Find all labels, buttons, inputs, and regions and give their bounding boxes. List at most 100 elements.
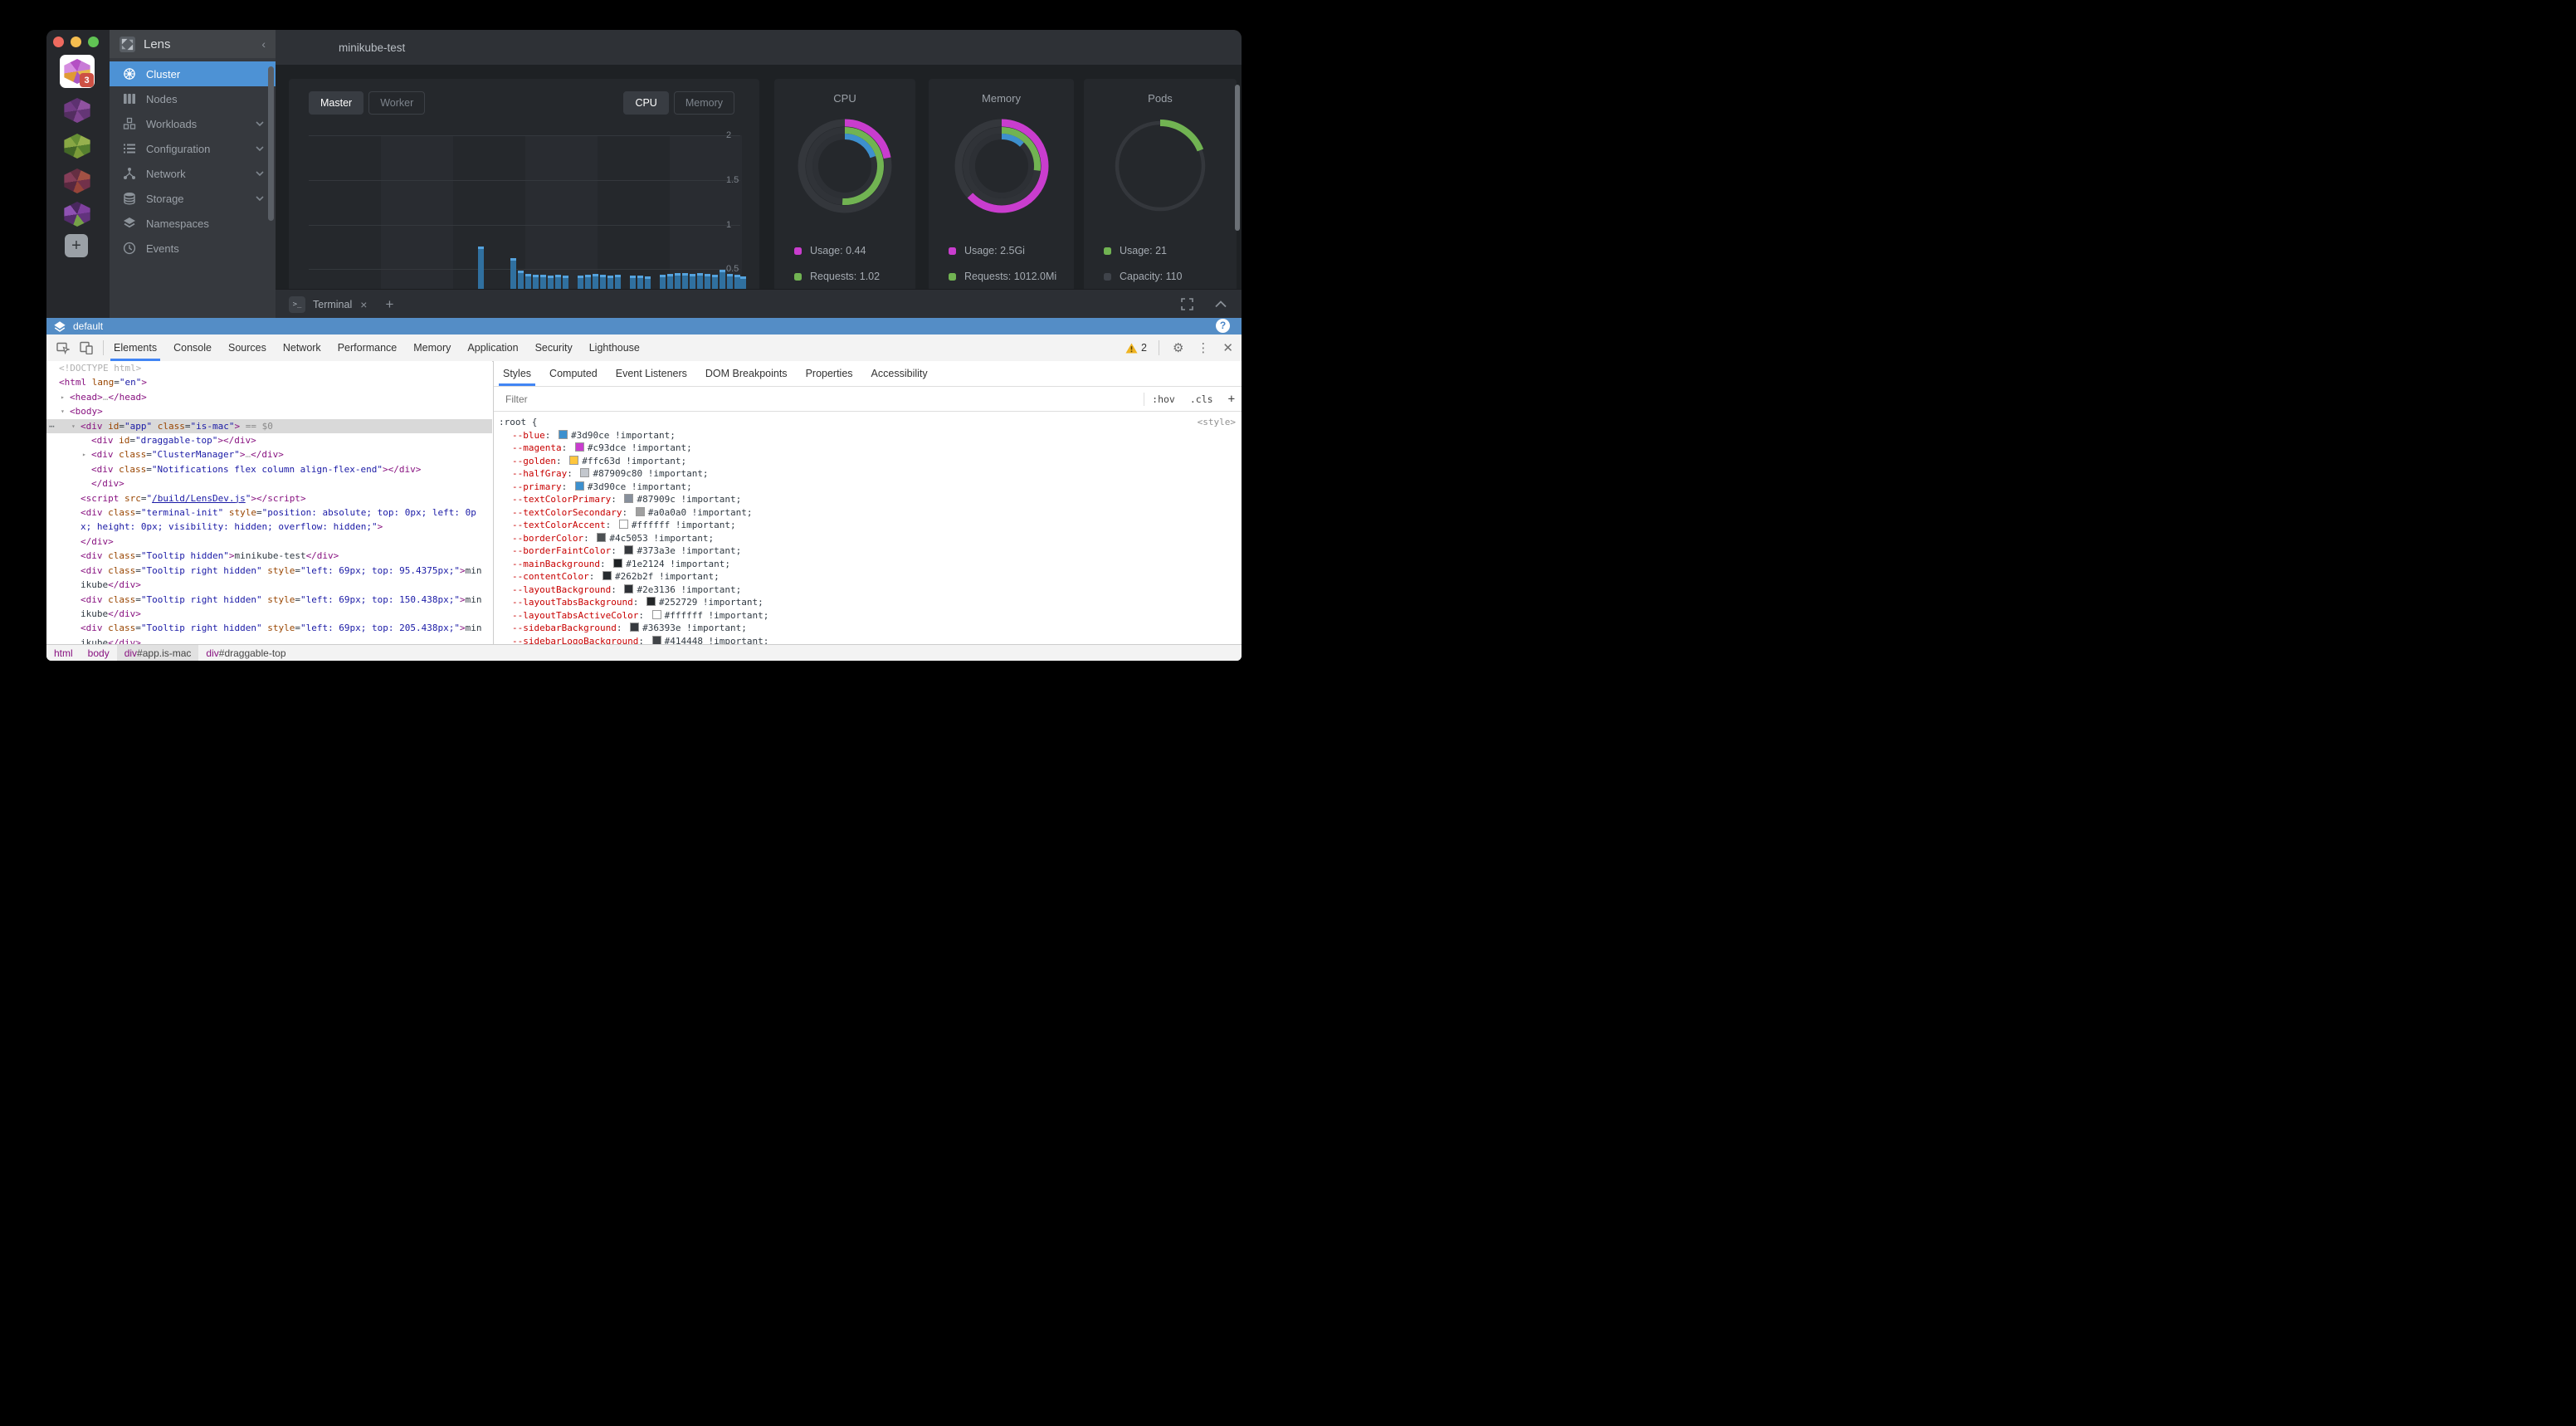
terminal-close-icon[interactable]: × (360, 297, 368, 311)
style-source-link[interactable]: <style> (1197, 417, 1236, 427)
tree-expand-arrow[interactable]: ▾ (71, 422, 76, 430)
tab-application[interactable]: Application (467, 341, 519, 354)
help-icon[interactable]: ? (1216, 319, 1230, 333)
sidebar-collapse-icon[interactable]: ‹ (261, 37, 266, 51)
more-options-icon[interactable]: ⋮ (1197, 341, 1210, 355)
sidebar-item-configuration[interactable]: Configuration (110, 136, 276, 161)
css-variable-row[interactable]: --layoutBackground: #2e3136 !important; (512, 584, 742, 595)
breadcrumb-item[interactable]: div#app.is-mac (116, 645, 199, 661)
class-toggle[interactable]: .cls (1189, 393, 1213, 405)
dom-tree-row[interactable]: <div class="terminal-init" style="positi… (80, 507, 476, 533)
window-close-button[interactable] (53, 37, 64, 47)
styles-tab-event-listeners[interactable]: Event Listeners (615, 367, 687, 379)
color-swatch[interactable] (569, 455, 579, 465)
sidebar-item-network[interactable]: Network (110, 161, 276, 186)
color-swatch[interactable] (574, 442, 584, 452)
terminal-tab-label[interactable]: Terminal (313, 298, 353, 310)
new-rule-button[interactable]: + (1227, 392, 1235, 406)
terminal-add-icon[interactable]: + (385, 295, 394, 312)
metric-memory-button[interactable]: Memory (673, 91, 734, 115)
css-variable-row[interactable]: --borderColor: #4c5053 !important; (512, 532, 715, 544)
tree-expand-arrow[interactable]: ▸ (61, 393, 65, 401)
css-variable-row[interactable]: --textColorPrimary: #87909c !important; (512, 494, 742, 505)
styles-tab-accessibility[interactable]: Accessibility (871, 367, 928, 379)
workspace-item[interactable] (63, 168, 91, 193)
dom-tree-row[interactable]: </div> (91, 478, 124, 490)
device-toolbar-icon[interactable] (80, 341, 93, 354)
css-variable-row[interactable]: --sidebarLogoBackground: #414448 !import… (512, 635, 769, 644)
dom-tree-row[interactable]: <div class="Tooltip hidden">minikube-tes… (80, 550, 339, 562)
sidebar-scrollbar[interactable] (268, 66, 274, 221)
dom-tree-row[interactable]: ▸ <div class="ClusterManager">…</div> (46, 447, 492, 461)
css-variable-row[interactable]: --layoutTabsActiveColor: #ffffff !import… (512, 609, 769, 621)
color-swatch[interactable] (580, 468, 590, 477)
tab-console[interactable]: Console (173, 341, 212, 354)
warning-counter[interactable]: 2 (1125, 342, 1147, 354)
sidebar-item-cluster[interactable]: Cluster (110, 61, 276, 86)
css-variable-row[interactable]: --borderFaintColor: #373a3e !important; (512, 545, 742, 556)
workspace-item[interactable] (63, 202, 91, 227)
add-workspace-button[interactable]: + (65, 234, 88, 257)
color-swatch[interactable] (618, 520, 628, 529)
dom-gutter-dots[interactable]: ⋯ (49, 420, 56, 432)
color-swatch[interactable] (635, 506, 645, 516)
sidebar-item-workloads[interactable]: Workloads (110, 111, 276, 136)
overview-scrollbar[interactable] (1235, 85, 1240, 231)
breadcrumb-item[interactable]: body (87, 647, 110, 659)
tree-expand-arrow[interactable]: ▾ (61, 408, 65, 416)
color-swatch[interactable] (624, 494, 634, 503)
color-swatch[interactable] (574, 481, 584, 491)
tab-network[interactable]: Network (282, 341, 321, 354)
css-variable-row[interactable]: --primary: #3d90ce !important; (512, 481, 692, 492)
dom-tree-row[interactable]: <script src="/build/LensDev.js"></script… (80, 492, 306, 504)
color-swatch[interactable] (630, 623, 640, 632)
chevron-down-icon[interactable] (256, 169, 264, 178)
metric-cpu-button[interactable]: CPU (623, 91, 669, 115)
chevron-down-icon[interactable] (256, 194, 264, 203)
node-worker-button[interactable]: Worker (368, 91, 426, 115)
window-maximize-button[interactable] (88, 37, 99, 47)
workspace-item-active[interactable] (60, 55, 95, 88)
sidebar-item-storage[interactable]: Storage (110, 186, 276, 211)
sidebar-item-nodes[interactable]: Nodes (110, 86, 276, 111)
css-variable-row[interactable]: --contentColor: #262b2f !important; (512, 571, 720, 582)
css-variable-row[interactable]: --sidebarBackground: #36393e !important; (512, 623, 747, 633)
settings-gear-icon[interactable]: ⚙ (1172, 341, 1184, 355)
styles-tab-styles[interactable]: Styles (494, 362, 540, 386)
window-minimize-button[interactable] (71, 37, 81, 47)
color-swatch[interactable] (651, 609, 661, 619)
dom-tree-row[interactable]: <div id="draggable-top"></div> (91, 435, 256, 447)
tab-lighthouse[interactable]: Lighthouse (588, 341, 640, 354)
dom-tree-row[interactable]: ⋯ ▾ <div id="app" class="is-mac"> == $0 (46, 418, 492, 434)
tab-memory[interactable]: Memory (413, 341, 451, 354)
workspace-item[interactable] (63, 134, 91, 159)
dom-tree-row[interactable]: </div> (80, 535, 114, 547)
dom-tree-row[interactable]: <div class="Notifications flex column al… (91, 463, 422, 475)
css-variable-row[interactable]: --magenta: #c93dce !important; (512, 442, 692, 453)
color-swatch[interactable] (602, 571, 612, 580)
terminal-collapse-up-icon[interactable] (1215, 300, 1227, 308)
dom-tree-row[interactable]: <div class="Tooltip right hidden" style=… (80, 564, 482, 591)
chevron-down-icon[interactable] (256, 120, 264, 128)
color-swatch[interactable] (613, 558, 623, 568)
breadcrumb-item[interactable]: html (54, 647, 73, 659)
styles-tab-computed[interactable]: Computed (549, 367, 598, 379)
chevron-down-icon[interactable] (256, 144, 264, 153)
inspect-element-icon[interactable] (56, 341, 70, 354)
color-swatch[interactable] (624, 584, 634, 593)
tab-performance[interactable]: Performance (337, 341, 398, 354)
dom-tree-row[interactable]: <div class="Tooltip right hidden" style=… (80, 593, 482, 619)
css-variable-row[interactable]: --textColorSecondary: #a0a0a0 !important… (512, 506, 753, 518)
tab-sources[interactable]: Sources (227, 341, 266, 354)
tree-expand-arrow[interactable]: ▸ (82, 451, 86, 459)
css-variable-row[interactable]: --blue: #3d90ce !important; (512, 429, 676, 441)
color-swatch[interactable] (597, 532, 607, 542)
breadcrumb-item[interactable]: div#draggable-top (206, 647, 286, 659)
css-variable-row[interactable]: --layoutTabsBackground: #252729 !importa… (512, 597, 764, 608)
pseudo-state-toggle[interactable]: :hov (1152, 393, 1175, 405)
css-variable-row[interactable]: --mainBackground: #1e2124 !important; (512, 558, 731, 569)
dom-tree-row[interactable]: ▸ <head>…</head> (46, 390, 492, 404)
styles-tab-properties[interactable]: Properties (805, 367, 853, 379)
dom-tree-row[interactable]: <div class="Tooltip right hidden" style=… (80, 623, 482, 644)
color-swatch[interactable] (651, 635, 661, 644)
